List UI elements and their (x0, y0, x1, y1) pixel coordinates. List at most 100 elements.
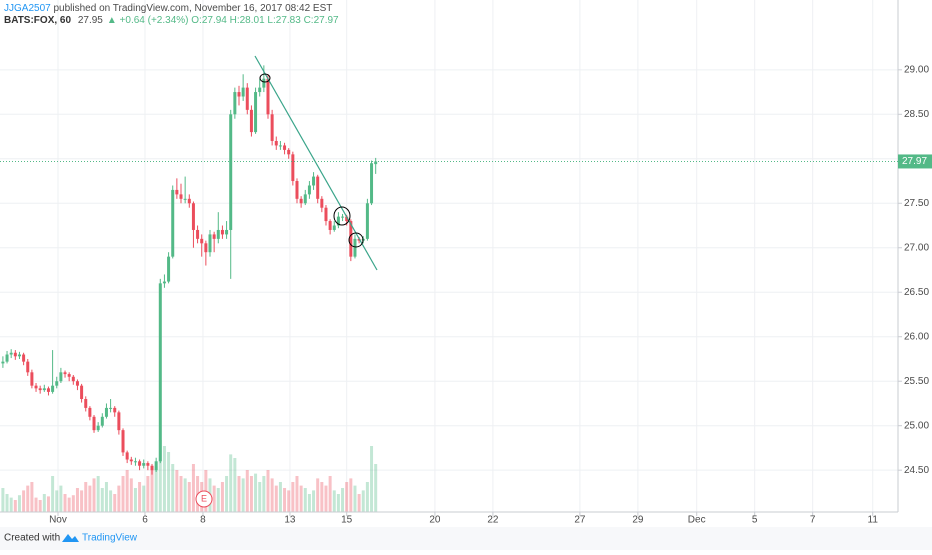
volume-bar (336, 494, 340, 512)
volume-bar (71, 495, 75, 512)
volume-bar (75, 488, 79, 512)
candle-body (332, 225, 336, 230)
x-tick-label: 15 (341, 515, 353, 526)
volume-bar (129, 478, 133, 512)
logo (62, 534, 79, 542)
volume-bar (249, 476, 253, 512)
candle-body (84, 399, 88, 408)
candle-body (55, 381, 59, 386)
volume-bar (109, 490, 113, 512)
candle-body (266, 78, 270, 115)
volume-bar (266, 470, 270, 512)
volume-bar (353, 485, 357, 512)
candle-body (241, 87, 245, 97)
volume-bar (38, 500, 42, 512)
candle-body (312, 176, 316, 186)
author: JJGA2507 (4, 3, 51, 14)
volume-bar (125, 470, 129, 512)
candle-body (121, 430, 125, 453)
candle-body (262, 78, 266, 88)
volume-bar (316, 478, 320, 512)
candle-body (1, 361, 5, 364)
candle-body (216, 229, 220, 239)
volume-bar (167, 452, 171, 512)
volume-bar (241, 478, 245, 512)
y-tick-label: 26.50 (904, 287, 929, 298)
earnings-label: E (201, 493, 207, 503)
x-tick-label: 27 (574, 515, 586, 526)
candle-body (129, 459, 133, 462)
candle-body (283, 145, 287, 150)
volume-bar (370, 446, 374, 512)
volume-bar (162, 446, 166, 512)
volume-bar (328, 476, 332, 512)
candle-body (117, 412, 121, 431)
volume-bar (270, 478, 274, 512)
volume-bar (13, 500, 17, 512)
candle-body (299, 198, 303, 204)
x-tick-label: 7 (810, 515, 816, 526)
y-tick-label: 27.50 (904, 198, 929, 209)
candle-body (353, 238, 357, 257)
candle-body (341, 216, 345, 218)
candle-body (67, 374, 71, 377)
last-price-box (898, 154, 932, 169)
volume-bar (1, 488, 5, 512)
candle-body (38, 388, 42, 391)
candle-body (278, 145, 282, 147)
candle-body (125, 452, 129, 460)
circle-annotation (348, 232, 364, 248)
candle-body (187, 198, 191, 204)
candle-body (191, 203, 195, 230)
volume-bar (278, 482, 282, 512)
candle-body (109, 407, 113, 409)
up-arrow: ▲ (107, 15, 117, 26)
volume-bar (212, 485, 216, 512)
candle-body (80, 385, 84, 400)
candle-body (287, 149, 291, 155)
candle-body (162, 281, 166, 284)
earnings-marker (195, 490, 213, 508)
x-tick-label: 20 (429, 515, 441, 526)
candle-body (212, 234, 216, 239)
volume-bar (9, 497, 13, 512)
y-tick-label: 29.00 (904, 64, 929, 75)
volume-bar (138, 482, 142, 512)
volume-bar (183, 478, 187, 512)
y-tick-label: 24.50 (904, 465, 929, 476)
volume-bar (55, 490, 59, 512)
candle-body (270, 114, 274, 141)
candle-body (254, 92, 258, 133)
volume-bar (121, 476, 125, 512)
grid (0, 0, 902, 516)
candle-body (233, 92, 237, 115)
candle-body (34, 385, 38, 389)
volume-bar (63, 494, 67, 512)
volume-bar (320, 482, 324, 512)
volume-bar (303, 488, 307, 512)
x-tick-label: 22 (487, 515, 499, 526)
volume-bar (5, 494, 9, 512)
candle-body (208, 234, 212, 253)
candle-body (146, 463, 150, 466)
x-tick-label: 29 (632, 515, 644, 526)
volume-bar (59, 485, 63, 512)
candle-body (133, 461, 137, 463)
volume-bar (295, 476, 299, 512)
candle-body (204, 243, 208, 253)
candle-body (303, 194, 307, 204)
footer-brand: TradingView (82, 533, 138, 544)
volume-bar (96, 476, 100, 512)
volume-bar (51, 476, 55, 512)
candle-body (249, 109, 253, 133)
candle-body (30, 372, 34, 386)
volume-bar (283, 488, 287, 512)
candle-body (258, 87, 262, 93)
volume-bar (187, 482, 191, 512)
candle-body (291, 154, 295, 182)
y-tick-label: 28.50 (904, 109, 929, 120)
x-tick-label: 5 (752, 515, 758, 526)
candle-body (71, 376, 75, 382)
candle-body (328, 221, 332, 230)
y-tick-label: 26.00 (904, 331, 929, 342)
